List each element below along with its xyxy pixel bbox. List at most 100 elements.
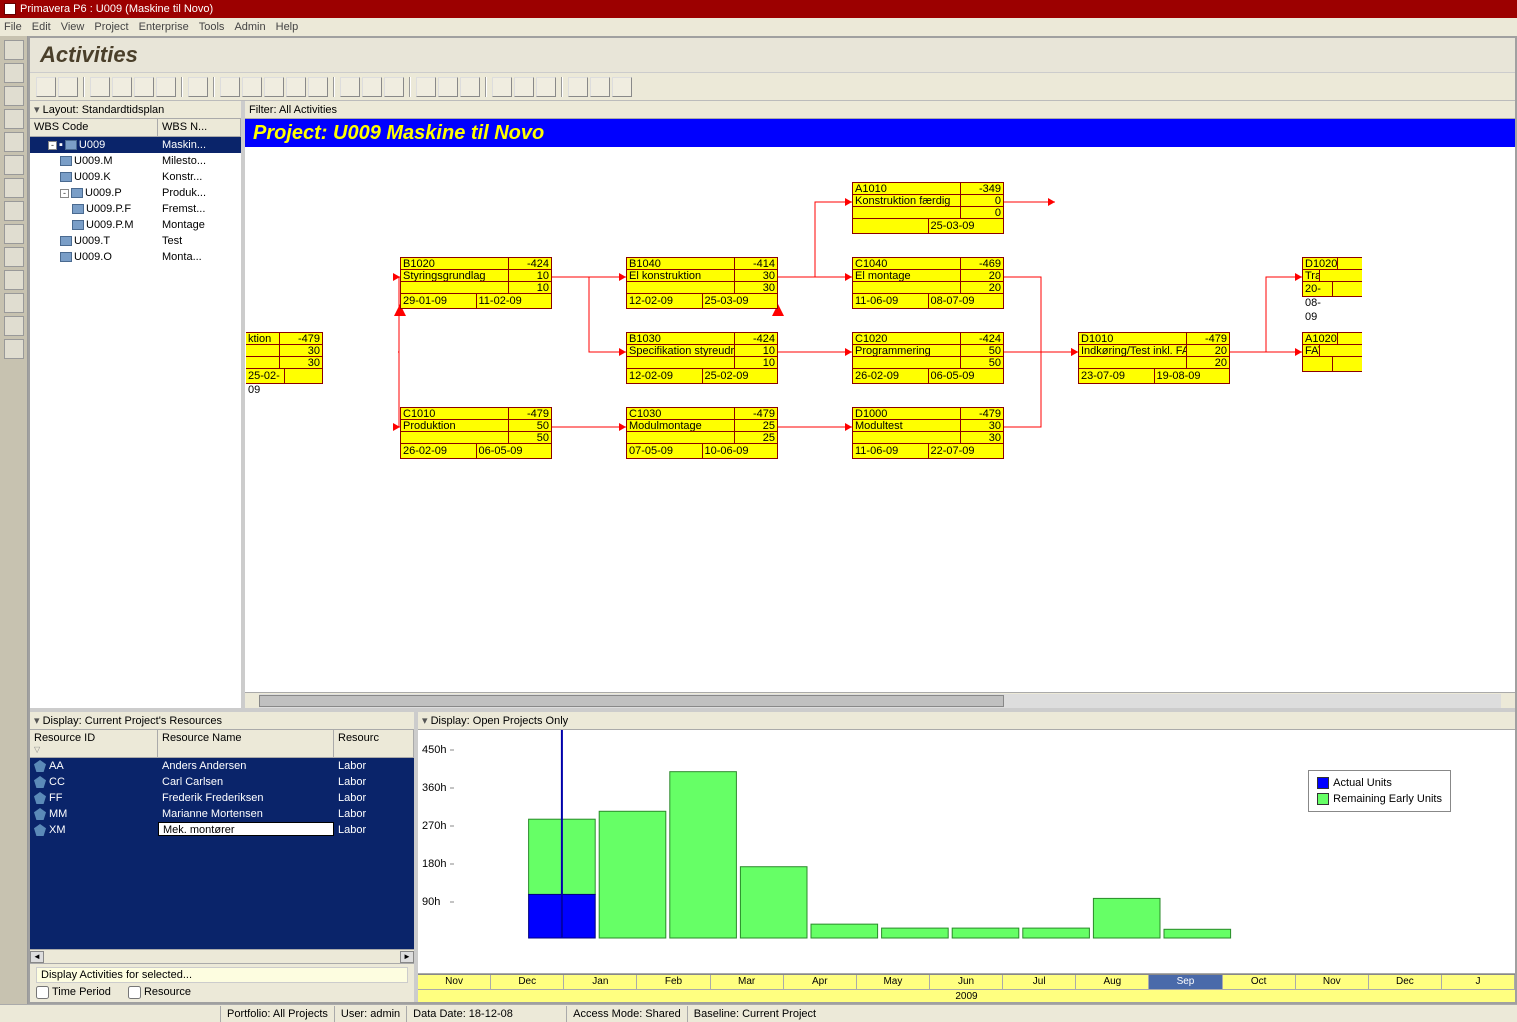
menu-tools[interactable]: Tools: [199, 21, 225, 33]
display-activities-hint[interactable]: Display Activities for selected...: [36, 967, 408, 983]
svg-text:360h: 360h: [422, 782, 446, 794]
activity-box-D1010[interactable]: D1010-479Indkøring/Test inkl. FAT202023-…: [1078, 332, 1230, 384]
wbs-row[interactable]: U009.MMilesto...: [30, 153, 241, 169]
resource-list[interactable]: AAAnders AndersenLaborCCCarl CarlsenLabo…: [30, 758, 414, 949]
activity-box-C1030[interactable]: C1030-479Modulmontage252507-05-0910-06-0…: [626, 407, 778, 459]
menu-help[interactable]: Help: [276, 21, 299, 33]
rail-button-9[interactable]: [4, 247, 24, 267]
activity-box-D1020[interactable]: D1020Transport/m20-08-09: [1302, 257, 1362, 297]
toolbar-button-15[interactable]: [416, 77, 436, 97]
wbs-row[interactable]: U009.KKonstr...: [30, 169, 241, 185]
toolbar-button-6[interactable]: [188, 77, 208, 97]
status-access: Access Mode: Shared: [566, 1006, 687, 1022]
toolbar-button-5[interactable]: [156, 77, 176, 97]
rail-button-13[interactable]: [4, 339, 24, 359]
toolbar-button-17[interactable]: [460, 77, 480, 97]
resource-row[interactable]: AAAnders AndersenLabor: [30, 758, 414, 774]
toolbar-button-18[interactable]: [492, 77, 512, 97]
toolbar-button-8[interactable]: [242, 77, 262, 97]
wbs-row[interactable]: U009.P.MMontage: [30, 217, 241, 233]
toolbar-button-21[interactable]: [568, 77, 588, 97]
activity-box-A1010[interactable]: A1010-349Konstruktion færdig0025-03-09: [852, 182, 1004, 234]
filter-label[interactable]: Filter: All Activities: [245, 101, 1515, 119]
resource-icon: [34, 760, 46, 772]
rail-button-6[interactable]: [4, 178, 24, 198]
activity-box-B1020[interactable]: B1020-424Styringsgrundlag101029-01-0911-…: [400, 257, 552, 309]
toolbar-button-23[interactable]: [612, 77, 632, 97]
rail-button-1[interactable]: [4, 63, 24, 83]
histogram-chart[interactable]: 450h360h270h180h90hActual UnitsRemaining…: [418, 730, 1515, 974]
resource-row[interactable]: FFFrederik FrederiksenLabor: [30, 790, 414, 806]
wbs-tree[interactable]: -▪U009Maskin...U009.MMilesto...U009.KKon…: [30, 137, 241, 708]
res-col-type[interactable]: Resourc: [334, 730, 414, 757]
toolbar-button-7[interactable]: [220, 77, 240, 97]
resource-row[interactable]: XMMek. montørerLabor: [30, 822, 414, 838]
time-axis: NovDecJanFebMarAprMayJunJulAugSepOctNovD…: [418, 974, 1515, 1002]
toolbar-button-9[interactable]: [264, 77, 284, 97]
menu-edit[interactable]: Edit: [32, 21, 51, 33]
menu-view[interactable]: View: [61, 21, 85, 33]
resource-display-dropdown[interactable]: Display: Current Project's Resources: [30, 712, 414, 730]
activity-box-B1030[interactable]: B1030-424Specifikation styreudrustning10…: [626, 332, 778, 384]
rail-button-2[interactable]: [4, 86, 24, 106]
toolbar-button-3[interactable]: [112, 77, 132, 97]
toolbar-button-22[interactable]: [590, 77, 610, 97]
res-col-name[interactable]: Resource Name: [158, 730, 334, 757]
activity-box-C1040[interactable]: C1040-469El montage202011-06-0908-07-09: [852, 257, 1004, 309]
rail-button-7[interactable]: [4, 201, 24, 221]
toolbar-button-20[interactable]: [536, 77, 556, 97]
menu-file[interactable]: File: [4, 21, 22, 33]
menu-admin[interactable]: Admin: [234, 21, 265, 33]
app-icon: [4, 3, 16, 15]
network-h-scrollbar[interactable]: [245, 692, 1515, 708]
activity-box-C1010[interactable]: C1010-479Produktion505026-02-0906-05-09: [400, 407, 552, 459]
network-canvas[interactable]: ktion-479303025-02-09 B1020-424Styringsgr…: [245, 147, 1515, 692]
resource-checkbox[interactable]: Resource: [128, 986, 191, 998]
chart-display-dropdown[interactable]: Display: Open Projects Only: [418, 712, 1515, 730]
resource-row[interactable]: MMMarianne MortensenLabor: [30, 806, 414, 822]
activity-box-D1000[interactable]: D1000-479Modultest303011-06-0922-07-09: [852, 407, 1004, 459]
toolbar-button-16[interactable]: [438, 77, 458, 97]
activity-box-B1040[interactable]: B1040-414El konstruktion303012-02-0925-0…: [626, 257, 778, 309]
wbs-row[interactable]: -U009.PProduk...: [30, 185, 241, 201]
activity-box-C1020[interactable]: C1020-424Programmering505026-02-0906-05-…: [852, 332, 1004, 384]
window-title-bar: Primavera P6 : U009 (Maskine til Novo): [0, 0, 1517, 18]
rail-button-4[interactable]: [4, 132, 24, 152]
rail-button-11[interactable]: [4, 293, 24, 313]
menu-enterprise[interactable]: Enterprise: [139, 21, 189, 33]
month-label: Nov: [418, 975, 491, 989]
wbs-row[interactable]: U009.P.FFremst...: [30, 201, 241, 217]
wbs-col-name[interactable]: WBS N...: [158, 119, 241, 136]
resource-row[interactable]: CCCarl CarlsenLabor: [30, 774, 414, 790]
rail-button-3[interactable]: [4, 109, 24, 129]
activity-box-A1020[interactable]: A1020FAT færdig: [1302, 332, 1362, 372]
toolbar-button-12[interactable]: [340, 77, 360, 97]
toolbar-button-4[interactable]: [134, 77, 154, 97]
toolbar-button-13[interactable]: [362, 77, 382, 97]
toolbar-button-14[interactable]: [384, 77, 404, 97]
toolbar-button-10[interactable]: [286, 77, 306, 97]
res-col-id[interactable]: Resource ID: [30, 730, 158, 757]
activity-box-ktion[interactable]: ktion-479303025-02-09: [246, 332, 323, 384]
toolbar-button-1[interactable]: [58, 77, 78, 97]
resource-icon: [34, 776, 46, 788]
month-label: J: [1442, 975, 1515, 989]
toolbar-button-0[interactable]: [36, 77, 56, 97]
rail-button-10[interactable]: [4, 270, 24, 290]
wbs-row[interactable]: -▪U009Maskin...: [30, 137, 241, 153]
toolbar-button-19[interactable]: [514, 77, 534, 97]
toolbar-button-2[interactable]: [90, 77, 110, 97]
layout-dropdown[interactable]: Layout: Standardtidsplan: [30, 101, 241, 119]
resource-h-scrollbar[interactable]: ◄►: [30, 949, 414, 963]
wbs-col-code[interactable]: WBS Code: [30, 119, 158, 136]
time-period-checkbox[interactable]: Time Period: [36, 986, 111, 998]
wbs-row[interactable]: U009.TTest: [30, 233, 241, 249]
rail-button-5[interactable]: [4, 155, 24, 175]
rail-button-8[interactable]: [4, 224, 24, 244]
wbs-row[interactable]: U009.OMonta...: [30, 249, 241, 265]
month-label: Apr: [784, 975, 857, 989]
rail-button-0[interactable]: [4, 40, 24, 60]
menu-project[interactable]: Project: [94, 21, 128, 33]
toolbar-button-11[interactable]: [308, 77, 328, 97]
rail-button-12[interactable]: [4, 316, 24, 336]
